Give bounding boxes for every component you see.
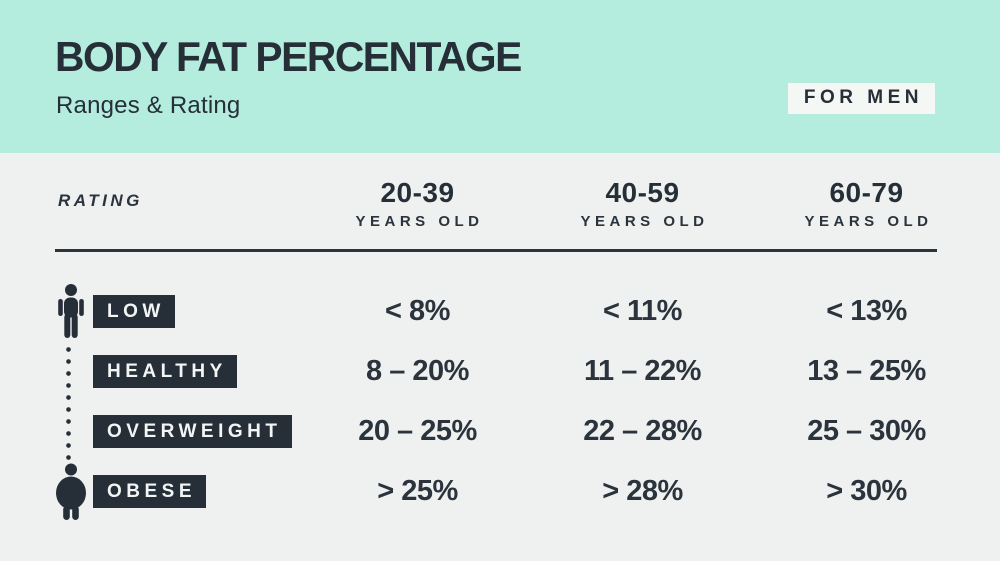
page-subtitle: Ranges & Rating xyxy=(56,92,241,119)
age-range-label: 60-79 xyxy=(829,177,904,208)
age-column-header-2: 40-59 YEARS OLD xyxy=(530,173,755,230)
header-divider xyxy=(55,249,937,252)
rating-badge-cell: LOW xyxy=(93,294,305,328)
value-cell: 11 – 22% xyxy=(584,354,701,387)
rating-badge-cell: OVERWEIGHT xyxy=(93,414,305,448)
value-cell: 8 – 20% xyxy=(366,354,469,387)
value-cell: 13 – 25% xyxy=(807,354,926,387)
value-cell: > 30% xyxy=(826,474,907,507)
value-cell: 22 – 28% xyxy=(583,414,702,447)
rating-badge: HEALTHY xyxy=(93,354,237,388)
table-row-healthy: HEALTHY 8 – 20% 11 – 22% 13 – 25% xyxy=(48,341,978,401)
hero-section: BODY FAT PERCENTAGE Ranges & Rating FOR … xyxy=(0,0,1000,153)
value-cell: 25 – 30% xyxy=(807,414,926,447)
years-old-label: YEARS OLD xyxy=(580,213,709,230)
rating-badge: LOW xyxy=(93,294,175,328)
value-cell: 20 – 25% xyxy=(358,414,477,447)
wide-person-icon xyxy=(48,461,93,521)
rating-badge-cell: OBESE xyxy=(93,474,305,508)
rating-column-header: RATING xyxy=(58,191,143,210)
table-row-overweight: OVERWEIGHT 20 – 25% 22 – 28% 25 – 30% xyxy=(48,401,978,461)
table-header-row: RATING 20-39 YEARS OLD 40-59 YEARS OLD 6… xyxy=(48,153,978,249)
page-title: BODY FAT PERCENTAGE xyxy=(55,33,522,80)
table-row-low: LOW < 8% < 11% < 13% xyxy=(48,281,978,341)
table-row-obese: OBESE > 25% > 28% > 30% xyxy=(48,461,978,521)
years-old-label: YEARS OLD xyxy=(804,213,933,230)
table-section: RATING 20-39 YEARS OLD 40-59 YEARS OLD 6… xyxy=(0,153,1000,521)
rating-badge: OBESE xyxy=(93,474,207,508)
rating-badge: OVERWEIGHT xyxy=(93,414,292,448)
age-column-header-1: 20-39 YEARS OLD xyxy=(305,173,530,230)
value-cell: < 13% xyxy=(826,294,907,327)
thin-person-icon xyxy=(48,281,93,341)
rating-badge-cell: HEALTHY xyxy=(93,354,305,388)
value-cell: > 28% xyxy=(602,474,683,507)
years-old-label: YEARS OLD xyxy=(355,213,484,230)
value-cell: < 8% xyxy=(385,294,450,327)
dotted-line xyxy=(66,347,71,461)
value-cell: > 25% xyxy=(377,474,458,507)
table-body: LOW < 8% < 11% < 13% HEALTHY 8 – 20% 11 … xyxy=(48,281,978,521)
age-column-header-3: 60-79 YEARS OLD xyxy=(755,173,978,230)
age-range-label: 20-39 xyxy=(380,177,455,208)
value-cell: < 11% xyxy=(603,294,682,327)
for-men-badge: FOR MEN xyxy=(787,83,935,114)
age-range-label: 40-59 xyxy=(605,177,680,208)
